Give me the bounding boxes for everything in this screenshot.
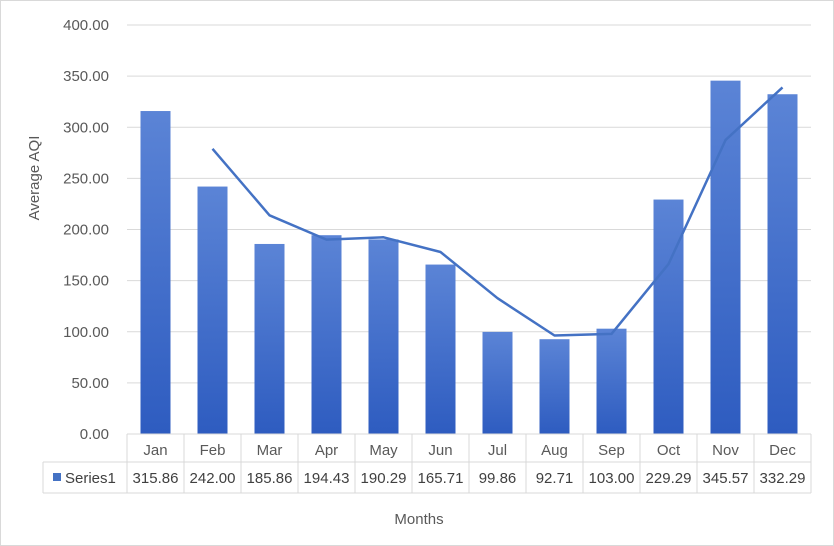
trendline [211,86,784,337]
data-value-label: 332.29 [760,470,806,487]
bar-aug [539,339,570,434]
x-tick-label: Oct [657,442,681,459]
bar-oct [653,199,684,434]
data-value-label: 185.86 [247,470,293,487]
data-value-label: 315.86 [133,470,179,487]
data-value-label: 194.43 [304,470,350,487]
bar-apr [311,235,342,434]
x-tick-label: Jun [428,442,452,459]
data-value-label: 229.29 [646,470,692,487]
x-tick-label: Dec [769,442,796,459]
y-tick-label: 0.00 [80,426,109,443]
legend-key [53,473,61,481]
data-value-label: 103.00 [589,470,635,487]
data-table: Jan Feb Mar Apr May Jun Jul Aug Sep Oct Nov Dec Seri… [42,433,812,494]
trendline-layer [211,86,784,337]
x-tick-label: Sep [598,442,625,459]
bar-jan [140,111,171,435]
y-tick-label: 400.00 [63,17,109,34]
data-value-label: 190.29 [361,470,407,487]
y-tick-label: 200.00 [63,222,109,239]
y-tick-label: 150.00 [63,273,109,290]
x-tick-label: Jul [488,442,507,459]
bar-may [368,239,399,434]
x-axis-title: Months [394,511,443,528]
x-tick-label: Nov [712,442,739,459]
y-tick-label: 50.00 [71,375,109,392]
data-value-label: 99.86 [479,470,517,487]
y-tick-label: 350.00 [63,68,109,85]
y-tick-label: 100.00 [63,324,109,341]
data-value-label: 345.57 [703,470,749,487]
x-tick-label: May [369,442,398,459]
bar-feb [197,186,228,434]
bar-jun [425,264,456,434]
bar-mar [254,243,285,434]
x-tick-label: Aug [541,442,568,459]
x-tick-label: Apr [315,442,338,459]
y-tick-label: 300.00 [63,119,109,136]
data-value-label: 92.71 [536,470,574,487]
bar-nov [710,80,741,435]
gridlines [127,24,811,435]
y-axis-tick-labels: 0.00 50.00 100.00 150.00 200.00 250.00 300.00 3… [63,17,109,443]
y-axis-title: Average AQI [26,136,43,221]
y-tick-label: 250.00 [63,170,109,187]
x-tick-label: Mar [257,442,283,459]
x-tick-label: Jan [143,442,167,459]
data-value-label: 165.71 [418,470,464,487]
x-tick-label: Feb [200,442,226,459]
legend-series-name: Series1 [65,470,116,487]
bar-jul [482,331,513,434]
bar-dec [767,94,798,435]
bar-sep [596,328,627,434]
data-value-label: 242.00 [190,470,236,487]
bar-series [140,80,798,435]
